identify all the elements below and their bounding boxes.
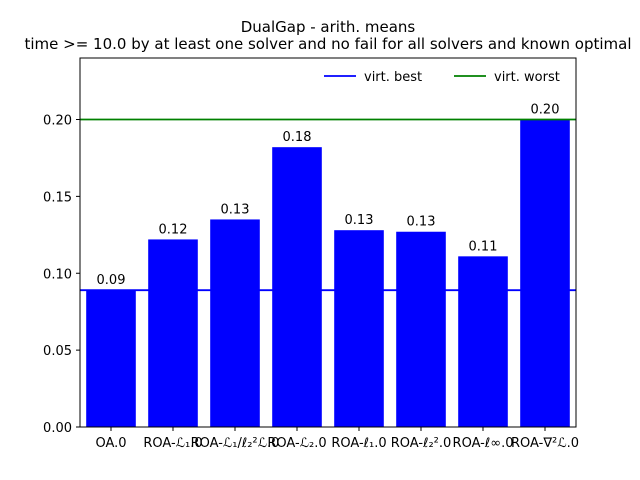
x-tick-label: OA.0 <box>95 436 126 451</box>
data-label: 0.09 <box>97 273 126 288</box>
bar <box>520 119 570 427</box>
data-label: 0.20 <box>531 103 560 118</box>
bar <box>86 290 136 427</box>
chart-title: DualGap - arith. means <box>241 18 416 36</box>
bar <box>148 239 198 427</box>
legend-label: virt. best <box>364 70 422 85</box>
y-tick-label: 0.00 <box>43 421 72 436</box>
legend-label: virt. worst <box>494 70 560 85</box>
bar <box>210 219 260 427</box>
x-tick-label: ROA-∇²ℒ.0 <box>511 436 579 451</box>
chart-subtitle: time >= 10.0 by at least one solver and … <box>24 35 631 53</box>
legend: virt. best virt. worst <box>324 70 560 85</box>
y-tick-label: 0.05 <box>43 344 72 359</box>
x-tick-label: ROA-ℒ₂.0 <box>267 436 326 451</box>
x-tick-label: ROA-ℓ₁.0 <box>331 436 386 451</box>
x-tick-label: ROA-ℒ₁.0 <box>143 436 202 451</box>
bar <box>334 230 384 427</box>
y-tick-label: 0.20 <box>43 114 72 129</box>
data-label: 0.18 <box>283 130 312 145</box>
axes-frame <box>79 57 577 428</box>
data-label: 0.13 <box>345 213 374 228</box>
bar <box>396 231 446 427</box>
y-tick-label: 0.15 <box>43 190 72 205</box>
bar <box>272 147 322 428</box>
plot-area: 0.09 0.12 0.13 0.18 0.13 0.13 0.11 0.20 0.00 0.05… <box>43 57 579 451</box>
y-tick-label: 0.10 <box>43 267 72 282</box>
bar <box>458 256 508 427</box>
x-tick-label: ROA-ℓ₂².0 <box>391 436 452 451</box>
x-tick-label: ROA-ℒ₁/ℓ₂²ℒ.0 <box>191 436 280 451</box>
data-label: 0.13 <box>221 202 250 217</box>
data-label: 0.13 <box>407 215 436 230</box>
data-label: 0.11 <box>469 239 498 254</box>
data-label: 0.12 <box>159 222 188 237</box>
x-tick-label: ROA-ℓ∞.0 <box>453 436 514 451</box>
